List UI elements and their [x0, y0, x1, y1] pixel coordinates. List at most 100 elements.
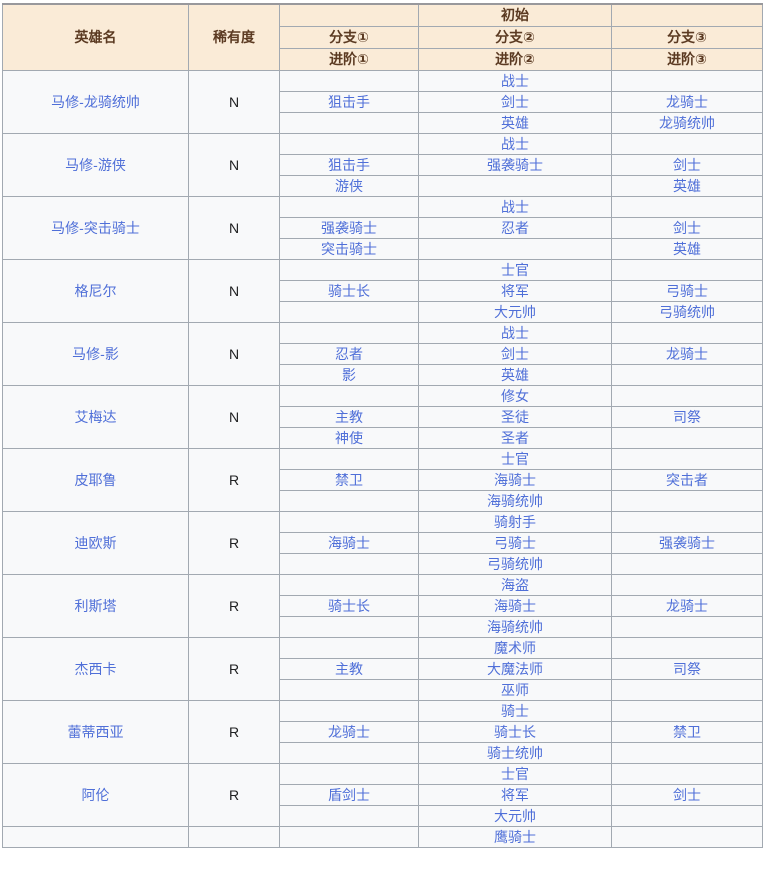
- class-link[interactable]: 剑士: [501, 345, 529, 362]
- class-link[interactable]: 海盗: [501, 576, 529, 593]
- class-link[interactable]: 游侠: [335, 177, 363, 194]
- class-link[interactable]: 强袭骑士: [487, 156, 543, 173]
- header-initial-left-empty: [279, 3, 419, 27]
- class-link[interactable]: 司祭: [673, 660, 701, 677]
- hero-name-link[interactable]: 迪欧斯: [74, 534, 117, 551]
- class-link[interactable]: 将军: [501, 786, 529, 803]
- class-link[interactable]: 英雄: [673, 240, 701, 257]
- hero-name-link[interactable]: 马修-突击骑士: [51, 219, 140, 236]
- hero-row: 阿伦 R 士官: [2, 762, 763, 827]
- class-link[interactable]: 英雄: [673, 177, 701, 194]
- class-link[interactable]: 战士: [501, 198, 529, 215]
- class-link[interactable]: 盾剑士: [328, 786, 370, 803]
- class-link[interactable]: 士官: [501, 261, 529, 278]
- class-link[interactable]: 神使: [335, 429, 363, 446]
- class-link[interactable]: 大元帅: [494, 303, 536, 320]
- rarity-value: R: [188, 762, 280, 827]
- hero-name-link[interactable]: 马修-游侠: [65, 156, 126, 173]
- class-link[interactable]: 龙骑士: [328, 723, 370, 740]
- header-branch-2: 分支②: [418, 25, 612, 49]
- rarity-value: R: [188, 510, 280, 575]
- class-link[interactable]: 禁卫: [335, 471, 363, 488]
- class-link[interactable]: 突击骑士: [321, 240, 377, 257]
- hero-row: 皮耶鲁 R 士官: [2, 447, 763, 512]
- hero-name-link[interactable]: 艾梅达: [74, 408, 117, 425]
- class-link[interactable]: 影: [342, 366, 356, 383]
- hero-name-link[interactable]: 皮耶鲁: [74, 471, 117, 488]
- class-link[interactable]: 骑士长: [494, 723, 536, 740]
- class-link[interactable]: 主教: [335, 660, 363, 677]
- class-link[interactable]: 士官: [501, 450, 529, 467]
- class-link[interactable]: 海骑统帅: [487, 492, 543, 509]
- class-cell: 骑士: [418, 699, 612, 722]
- class-link[interactable]: 圣者: [501, 429, 529, 446]
- class-link[interactable]: 骑士长: [328, 282, 370, 299]
- class-link[interactable]: 巫师: [501, 681, 529, 698]
- class-link[interactable]: 将军: [501, 282, 529, 299]
- hero-name-link[interactable]: 马修-影: [72, 345, 119, 362]
- class-link[interactable]: 骑射手: [494, 513, 536, 530]
- class-link[interactable]: 忍者: [501, 219, 529, 236]
- class-link[interactable]: 龙骑统帅: [659, 114, 715, 131]
- class-link[interactable]: 突击者: [666, 471, 708, 488]
- class-link[interactable]: 士官: [501, 765, 529, 782]
- hero-row: 盾剑士 将军 剑士: [3, 783, 763, 806]
- class-link[interactable]: 强袭骑士: [659, 534, 715, 551]
- class-link[interactable]: 战士: [501, 72, 529, 89]
- rarity-value: N: [188, 69, 280, 134]
- class-link[interactable]: 英雄: [501, 366, 529, 383]
- class-link[interactable]: 龙骑士: [666, 93, 708, 110]
- class-link[interactable]: 海骑士: [494, 471, 536, 488]
- hero-name-link[interactable]: 阿伦: [81, 786, 110, 803]
- class-cell: 骑士统帅: [418, 741, 612, 764]
- class-link[interactable]: 剑士: [673, 219, 701, 236]
- class-link[interactable]: 剑士: [673, 156, 701, 173]
- hero-name-link[interactable]: 杰西卡: [74, 660, 117, 677]
- class-link[interactable]: 剑士: [501, 93, 529, 110]
- class-link[interactable]: 弓骑统帅: [487, 555, 543, 572]
- hero-name-cell: 利斯塔: [2, 573, 189, 638]
- class-link[interactable]: 战士: [501, 135, 529, 152]
- class-link[interactable]: 龙骑士: [666, 345, 708, 362]
- class-link[interactable]: 魔术师: [494, 639, 536, 656]
- class-link[interactable]: 海骑士: [328, 534, 370, 551]
- class-cell: 剑士: [611, 153, 763, 176]
- class-link[interactable]: 骑士: [501, 702, 529, 719]
- hero-name-link[interactable]: 马修-龙骑统帅: [51, 93, 140, 110]
- class-link[interactable]: 骑士统帅: [487, 744, 543, 761]
- hero-row: 忍者 剑士 龙骑士: [3, 342, 763, 365]
- class-link[interactable]: 弓骑士: [494, 534, 536, 551]
- hero-name-link[interactable]: 蕾蒂西亚: [67, 723, 124, 740]
- class-cell: 海骑士: [279, 531, 419, 554]
- class-link[interactable]: 禁卫: [673, 723, 701, 740]
- class-link[interactable]: 海骑士: [494, 597, 536, 614]
- class-link[interactable]: 弓骑士: [666, 282, 708, 299]
- class-link[interactable]: 圣徒: [501, 408, 529, 425]
- class-link[interactable]: 大元帅: [494, 807, 536, 824]
- class-cell: 弓骑士: [418, 531, 612, 554]
- class-link[interactable]: 战士: [501, 324, 529, 341]
- class-link[interactable]: 狙击手: [328, 156, 370, 173]
- class-cell: [279, 825, 419, 848]
- class-cell: 骑士长: [279, 594, 419, 617]
- class-link[interactable]: 鹰骑士: [494, 828, 536, 845]
- hero-name-cell: [2, 825, 189, 848]
- class-link[interactable]: 狙击手: [328, 93, 370, 110]
- class-link[interactable]: 骑士长: [328, 597, 370, 614]
- class-link[interactable]: 忍者: [335, 345, 363, 362]
- class-link[interactable]: 修女: [501, 387, 529, 404]
- hero-name-link[interactable]: 利斯塔: [74, 597, 117, 614]
- class-cell: 大元帅: [418, 300, 612, 323]
- class-link[interactable]: 海骑统帅: [487, 618, 543, 635]
- class-link[interactable]: 弓骑统帅: [659, 303, 715, 320]
- class-link[interactable]: 英雄: [501, 114, 529, 131]
- class-link[interactable]: 大魔法师: [487, 660, 543, 677]
- class-link[interactable]: 剑士: [673, 786, 701, 803]
- class-link[interactable]: 强袭骑士: [321, 219, 377, 236]
- class-link[interactable]: 主教: [335, 408, 363, 425]
- class-link[interactable]: 司祭: [673, 408, 701, 425]
- class-link[interactable]: 龙骑士: [666, 597, 708, 614]
- hero-name-link[interactable]: 格尼尔: [74, 282, 117, 299]
- hero-row: 巫师: [3, 678, 763, 701]
- class-cell: 战士: [418, 195, 612, 218]
